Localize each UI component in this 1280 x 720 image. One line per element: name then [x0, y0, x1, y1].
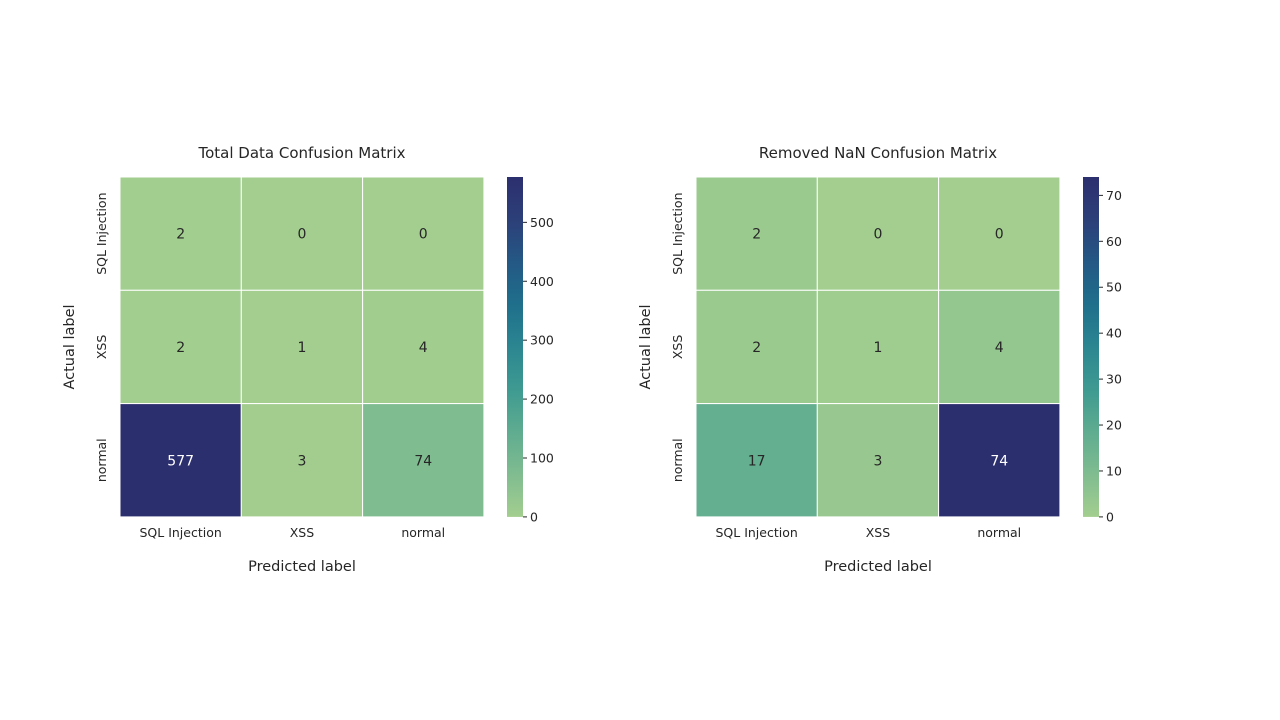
x-tick-labels: SQL Injection XSS normal	[715, 525, 1021, 540]
y-tick-label: XSS	[94, 335, 109, 359]
heatmap-cell	[695, 176, 818, 291]
y-tick-label: XSS	[670, 335, 685, 359]
heatmap-cell	[240, 289, 364, 405]
cell-value-label: 17	[748, 453, 766, 469]
colorbar-tick-label: 30	[1106, 372, 1122, 387]
y-axis-label: Actual label	[638, 304, 654, 389]
cell-value-label: 0	[419, 227, 428, 243]
cell-value-label: 4	[995, 340, 1004, 356]
x-tick-label: XSS	[866, 525, 890, 540]
colorbar-tick-label: 200	[530, 392, 554, 407]
colorbar-tick-label: 60	[1106, 234, 1122, 249]
colorbar-tick-label: 70	[1106, 188, 1122, 203]
colorbar: 0 10 20 30 40 50 60 70	[1083, 177, 1122, 524]
y-axis-label: Actual label	[62, 304, 78, 389]
cell-value-label: 2	[752, 227, 761, 243]
heatmap-cells: 2 0 0 2 1 4 577 3 74	[119, 176, 485, 518]
heatmap-cell	[938, 403, 1061, 518]
cell-value-label: 2	[752, 340, 761, 356]
total-data-confusion-matrix-panel: Total Data Confusion Matrix Actual label…	[62, 144, 554, 575]
colorbar-tick-label: 500	[530, 215, 554, 230]
x-tick-label: normal	[401, 525, 445, 540]
cell-value-label: 0	[995, 227, 1004, 243]
x-axis-label: Predicted label	[248, 559, 356, 575]
colorbar-tick-label: 20	[1106, 418, 1122, 433]
colorbar-gradient	[1083, 177, 1099, 517]
cell-value-label: 0	[873, 227, 882, 243]
x-tick-labels: SQL Injection XSS normal	[139, 525, 445, 540]
heatmap-cell	[695, 289, 818, 405]
y-tick-label: normal	[670, 438, 685, 482]
heatmap-cell	[119, 176, 242, 291]
colorbar-tick-label: 400	[530, 274, 554, 289]
cell-value-label: 1	[873, 340, 882, 356]
y-tick-label: SQL Injection	[670, 192, 685, 274]
colorbar-tick-label: 300	[530, 333, 554, 348]
chart-title: Total Data Confusion Matrix	[198, 144, 406, 162]
heatmap-cell	[240, 403, 364, 518]
colorbar-gradient	[507, 177, 523, 517]
cell-value-label: 2	[176, 340, 185, 356]
x-tick-label: normal	[977, 525, 1021, 540]
cell-value-label: 74	[990, 453, 1008, 469]
y-tick-labels: SQL Injection XSS normal	[94, 192, 109, 482]
colorbar-tick-label: 40	[1106, 326, 1122, 341]
x-tick-label: SQL Injection	[139, 525, 221, 540]
colorbar-tick-label: 0	[530, 509, 538, 524]
heatmap-cells: 2 0 0 2 1 4 17 3 74	[695, 176, 1061, 518]
colorbar: 0 100 200 300 400 500	[507, 177, 554, 524]
x-axis-label: Predicted label	[824, 559, 932, 575]
cell-value-label: 74	[414, 453, 432, 469]
y-tick-labels: SQL Injection XSS normal	[670, 192, 685, 482]
heatmap-cell	[816, 176, 940, 291]
cell-value-label: 2	[176, 227, 185, 243]
heatmap-cell	[362, 403, 485, 518]
heatmap-cell	[938, 289, 1061, 405]
colorbar-tick-label: 0	[1106, 509, 1114, 524]
colorbar-tick-label: 100	[530, 450, 554, 465]
heatmap-cell	[362, 176, 485, 291]
cell-value-label: 4	[419, 340, 428, 356]
cell-value-label: 577	[167, 453, 194, 469]
cell-value-label: 3	[297, 453, 306, 469]
heatmap-cell	[362, 289, 485, 405]
heatmap-cell	[119, 289, 242, 405]
heatmap-cell	[119, 403, 242, 518]
heatmap-cell	[938, 176, 1061, 291]
colorbar-tick-label: 50	[1106, 280, 1122, 295]
heatmap-cell	[816, 289, 940, 405]
chart-title: Removed NaN Confusion Matrix	[759, 144, 997, 162]
heatmap-cell	[816, 403, 940, 518]
cell-value-label: 1	[297, 340, 306, 356]
removed-nan-confusion-matrix-panel: Removed NaN Confusion Matrix Actual labe…	[638, 144, 1122, 575]
y-tick-label: normal	[94, 438, 109, 482]
cell-value-label: 0	[297, 227, 306, 243]
y-tick-label: SQL Injection	[94, 192, 109, 274]
colorbar-tick-label: 10	[1106, 463, 1122, 478]
x-tick-label: SQL Injection	[715, 525, 797, 540]
x-tick-label: XSS	[290, 525, 314, 540]
cell-value-label: 3	[873, 453, 882, 469]
heatmap-cell	[240, 176, 364, 291]
